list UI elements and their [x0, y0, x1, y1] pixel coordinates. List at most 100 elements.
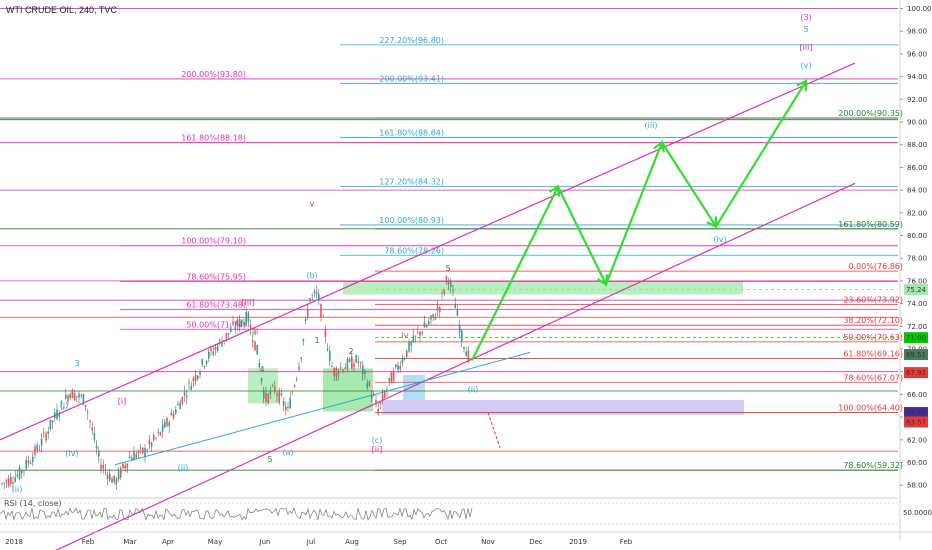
- candle-body: [170, 412, 173, 416]
- candle-body: [148, 440, 151, 445]
- wave-label-21: 1: [314, 336, 319, 345]
- fib-label-16: 50.00%(71.74): [186, 320, 246, 329]
- candle-body: [93, 432, 96, 440]
- rsi-label: RSI (14, close): [4, 499, 62, 508]
- candle-body: [223, 339, 225, 342]
- candle-body: [21, 470, 23, 474]
- candle-body: [313, 290, 316, 294]
- candle-body: [406, 350, 408, 357]
- candle-body: [71, 389, 74, 399]
- candle-body: [168, 422, 170, 427]
- candle-body: [456, 309, 459, 316]
- fib-label-14: 61.80%(73.48): [186, 301, 246, 310]
- cyan-trendline: [114, 351, 531, 466]
- wave-label-26: 5: [445, 264, 450, 273]
- box-zone-3: [403, 375, 425, 401]
- candle-body: [128, 456, 131, 459]
- candle-body: [318, 293, 320, 301]
- candle-body: [166, 418, 168, 426]
- candle-body: [351, 356, 353, 369]
- y-tick-label-11: 78.00: [907, 255, 927, 263]
- candle-body: [190, 385, 192, 390]
- candle-body: [441, 293, 443, 294]
- wave-label-2: [iii]: [800, 43, 813, 52]
- candle-body: [247, 312, 250, 323]
- candle-body: [113, 475, 115, 482]
- candle-body: [417, 332, 419, 333]
- rsi-value: 50.0000: [903, 509, 932, 517]
- candle-body: [388, 378, 390, 381]
- y-tick-label-5: 90.00: [907, 119, 927, 127]
- candle-body: [344, 367, 346, 370]
- candle-body: [192, 377, 195, 382]
- candle-body: [329, 351, 331, 361]
- wave-label-11: (i): [60, 401, 68, 410]
- candle-body: [51, 420, 54, 423]
- candle-body: [87, 412, 89, 414]
- wave-label-19: 4: [259, 365, 264, 374]
- candle-body: [106, 474, 109, 479]
- candle-body: [458, 324, 461, 333]
- candle-body: [135, 453, 137, 458]
- candle-body: [27, 460, 30, 464]
- arrow-head-0: [548, 184, 561, 197]
- candle-body: [423, 322, 426, 328]
- candle-body: [133, 452, 135, 461]
- candle-body: [54, 412, 56, 419]
- candle-body: [414, 335, 417, 337]
- candle-body: [201, 358, 203, 365]
- candle-body: [69, 394, 71, 399]
- candle-body: [62, 407, 65, 410]
- candle-body: [386, 389, 388, 391]
- fib-label-0: 227.20%(96.80): [379, 36, 444, 45]
- y-tick-label-17: 66.00: [907, 391, 927, 399]
- x-tick-label-12: 2019: [569, 538, 587, 546]
- candle-body: [375, 399, 377, 405]
- candle-body: [315, 291, 318, 295]
- candle-body: [353, 363, 355, 368]
- wave-label-12: 3: [74, 359, 79, 368]
- price-badge-label-3: 67.92: [906, 369, 926, 377]
- arrow-head-2: [653, 140, 665, 153]
- candle-body: [245, 311, 247, 326]
- y-tick-label-2: 96.00: [907, 50, 927, 58]
- fib-label-11: 0.00%(76.86): [848, 262, 903, 271]
- candle-body: [366, 383, 368, 388]
- candle-body: [227, 332, 230, 335]
- candle-body: [412, 335, 415, 343]
- candle-body: [153, 434, 155, 440]
- fib-label-3: 200.00%(90.35): [838, 109, 903, 118]
- candle-body: [463, 347, 465, 350]
- candle-body: [425, 325, 428, 327]
- candle-body: [467, 350, 470, 362]
- candle-body: [210, 348, 212, 352]
- candle-body: [432, 313, 434, 318]
- target-zone: [343, 280, 743, 295]
- candle-body: [164, 421, 166, 428]
- candle-body: [285, 406, 287, 411]
- wave-label-23: v: [310, 199, 315, 208]
- candle-body: [131, 457, 133, 460]
- candle-body: [60, 401, 63, 405]
- candle-body: [181, 396, 184, 405]
- price-badge-label-4: 64.40: [906, 409, 926, 417]
- wave-label-18: iii: [250, 328, 257, 337]
- candle-body: [278, 389, 280, 403]
- candle-body: [7, 478, 10, 487]
- candle-body: [194, 374, 197, 381]
- candle-body: [419, 331, 421, 336]
- wave-label-10: (ii): [468, 385, 479, 394]
- candle-body: [447, 279, 450, 285]
- wave-label-6: (b): [306, 271, 317, 280]
- x-tick-label-13: Feb: [620, 538, 633, 546]
- candle-body: [115, 478, 118, 485]
- candle-body: [434, 317, 437, 320]
- candle-body: [381, 393, 384, 401]
- y-tick-label-10: 80.00: [907, 232, 927, 240]
- candle-body: [282, 400, 285, 406]
- candle-body: [49, 419, 52, 429]
- fib-label-13: 23.60%(73.92): [843, 296, 903, 305]
- x-tick-label-9: Oct: [435, 538, 447, 546]
- candle-body: [73, 392, 76, 401]
- fib-label-19: 78.60%(67.07): [843, 373, 903, 382]
